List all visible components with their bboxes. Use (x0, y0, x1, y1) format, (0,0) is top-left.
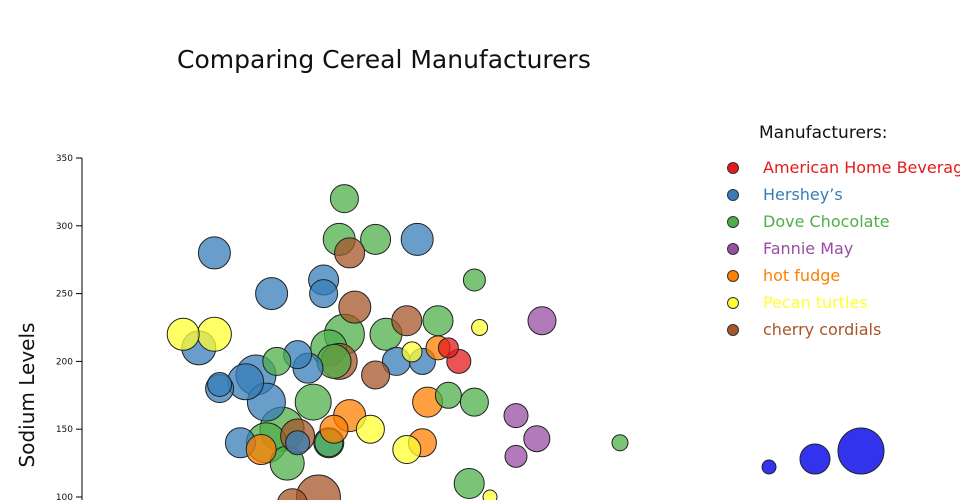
size-legend-bubble (761, 459, 777, 475)
data-point[interactable] (503, 403, 529, 429)
legend-label: Hershey’s (763, 185, 843, 204)
data-point[interactable] (471, 319, 489, 336)
data-point[interactable] (482, 489, 498, 500)
data-point[interactable] (527, 306, 557, 336)
legend-label: cherry cordials (763, 320, 881, 339)
size-legend-bubble (799, 443, 831, 475)
data-point[interactable] (277, 488, 308, 500)
plot-area (166, 184, 629, 500)
data-point[interactable] (437, 337, 459, 359)
data-point[interactable] (334, 237, 366, 269)
y-tick-label: 350 (56, 154, 73, 164)
y-tick-label: 300 (56, 222, 73, 232)
data-point[interactable] (197, 236, 231, 270)
data-point[interactable] (360, 223, 392, 255)
y-tick-label: 100 (56, 493, 73, 500)
data-point[interactable] (329, 184, 359, 214)
data-point[interactable] (391, 305, 423, 337)
legend-label: hot fudge (763, 266, 840, 285)
data-point[interactable] (338, 290, 372, 324)
legend-marker (727, 162, 739, 174)
data-point[interactable] (611, 434, 629, 452)
legend-marker (727, 297, 739, 309)
legend-marker (727, 189, 739, 201)
data-point[interactable] (453, 467, 485, 499)
legend-label: American Home Beverages (763, 158, 960, 177)
y-axis: 100 150 200 250 300 350 (56, 154, 83, 500)
data-point[interactable] (255, 277, 289, 311)
legend-marker (727, 216, 739, 228)
data-point[interactable] (207, 371, 233, 397)
data-point[interactable] (392, 435, 422, 465)
chart-title: Comparing Cereal Manufacturers (177, 45, 591, 74)
data-point[interactable] (196, 316, 232, 352)
legend: Manufacturers: American Home Beverages He… (727, 123, 960, 339)
data-point[interactable] (245, 434, 277, 466)
y-tick-label: 200 (56, 357, 73, 367)
y-axis-label: Sodium Levels (15, 323, 39, 468)
data-point[interactable] (422, 305, 454, 337)
data-point[interactable] (294, 383, 332, 421)
legend-marker (727, 324, 739, 336)
y-tick-label: 150 (56, 425, 73, 435)
data-point[interactable] (462, 268, 486, 292)
legend-marker (727, 243, 739, 255)
data-point[interactable] (227, 363, 265, 401)
data-point[interactable] (523, 425, 551, 453)
data-point[interactable] (459, 387, 489, 417)
y-tick-label: 250 (56, 290, 73, 300)
data-point[interactable] (309, 279, 339, 309)
data-point[interactable] (285, 430, 311, 456)
data-point[interactable] (434, 381, 462, 409)
legend-label: Pecan turtles (763, 293, 868, 312)
data-point[interactable] (262, 346, 292, 376)
data-point[interactable] (355, 414, 385, 444)
legend-label: Fannie May (763, 239, 853, 258)
data-point[interactable] (400, 222, 434, 256)
data-point[interactable] (166, 317, 200, 351)
legend-title: Manufacturers: (759, 123, 887, 143)
data-point[interactable] (319, 414, 349, 444)
legend-marker (727, 270, 739, 282)
size-legend (761, 427, 885, 475)
data-point[interactable] (401, 341, 423, 363)
legend-label: Dove Chocolate (763, 212, 890, 231)
data-point[interactable] (504, 444, 528, 468)
size-legend-bubble (837, 427, 885, 475)
data-point[interactable] (361, 360, 391, 390)
